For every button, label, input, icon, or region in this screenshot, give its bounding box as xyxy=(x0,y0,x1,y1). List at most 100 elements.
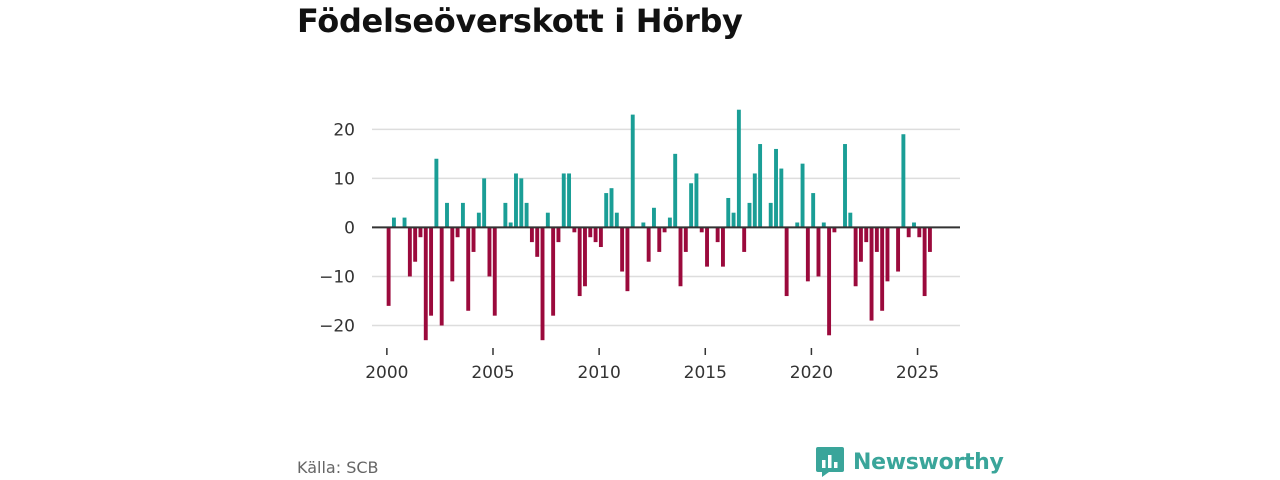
bar xyxy=(742,227,747,252)
bar xyxy=(896,227,901,272)
bar xyxy=(503,202,508,228)
bar xyxy=(535,227,540,257)
bar xyxy=(816,227,821,277)
bar xyxy=(715,227,720,243)
bar xyxy=(853,227,858,287)
bar xyxy=(445,202,449,228)
bar xyxy=(455,227,460,238)
bar xyxy=(577,227,582,297)
bar xyxy=(604,193,609,228)
y-tick-label: 10 xyxy=(333,169,355,189)
bar xyxy=(460,202,465,228)
bar xyxy=(386,227,391,306)
bar xyxy=(466,227,471,311)
brand-logo[interactable]: Newsworthy xyxy=(815,446,1004,478)
bar xyxy=(667,217,672,228)
bar xyxy=(673,153,678,228)
brand-name: Newsworthy xyxy=(853,449,1004,475)
bar xyxy=(614,212,619,228)
bar xyxy=(683,227,688,252)
bar xyxy=(620,227,625,272)
y-tick-label: 0 xyxy=(344,218,355,238)
bar xyxy=(529,227,534,243)
bar xyxy=(821,222,826,228)
x-tick-label: 2015 xyxy=(684,363,727,383)
bar xyxy=(609,188,614,228)
x-tick-label: 2010 xyxy=(578,363,621,383)
bar xyxy=(482,178,487,228)
bar xyxy=(588,227,593,238)
bar xyxy=(583,227,587,287)
bar xyxy=(402,217,407,228)
y-tick-label: −20 xyxy=(319,316,355,336)
bar xyxy=(439,227,444,326)
bar xyxy=(630,114,635,228)
bar xyxy=(678,227,683,287)
x-tick-label: 2025 xyxy=(896,363,939,383)
bar xyxy=(885,227,890,282)
bar xyxy=(858,227,863,262)
bar xyxy=(625,227,630,292)
bar xyxy=(593,227,598,243)
bar xyxy=(540,227,545,341)
bar xyxy=(561,173,566,228)
x-axis-ticks: 2000 2005 2010 2015 2020 2025 xyxy=(365,348,939,383)
bar xyxy=(662,227,667,233)
bar xyxy=(471,227,476,252)
bar xyxy=(429,227,434,316)
bar xyxy=(917,227,922,238)
bar xyxy=(906,227,911,238)
bar-series xyxy=(386,109,932,341)
bar xyxy=(721,227,725,267)
bar xyxy=(880,227,885,311)
bar xyxy=(811,193,816,228)
bar xyxy=(652,207,656,228)
bar xyxy=(508,222,513,228)
bar xyxy=(657,227,662,252)
y-axis-ticks: −20 −10 0 10 20 xyxy=(319,120,355,336)
bar xyxy=(391,217,396,228)
bar-chart-speech-bubble-icon xyxy=(816,447,844,477)
bar xyxy=(705,227,709,267)
bar xyxy=(694,173,699,228)
x-tick-label: 2000 xyxy=(365,363,408,383)
y-tick-label: −10 xyxy=(319,267,355,287)
bar xyxy=(784,227,789,297)
bar xyxy=(450,227,455,282)
bar xyxy=(699,227,704,233)
source-note: Källa: SCB xyxy=(297,458,379,477)
bar xyxy=(487,227,492,277)
bar xyxy=(901,134,906,228)
bar xyxy=(519,178,524,228)
bar xyxy=(779,168,784,228)
y-tick-label: 20 xyxy=(333,120,355,140)
bar xyxy=(476,212,481,228)
chart-title: Födelseöverskott i Hörby xyxy=(297,2,743,40)
bar xyxy=(805,227,810,282)
bar xyxy=(514,173,518,228)
bar xyxy=(774,148,778,228)
bar xyxy=(646,227,651,262)
bar xyxy=(832,227,837,233)
bar xyxy=(864,227,869,243)
bar xyxy=(927,227,932,252)
bar xyxy=(848,212,853,228)
bar xyxy=(407,227,412,277)
bar xyxy=(413,227,418,262)
bar xyxy=(726,197,731,228)
bar xyxy=(572,227,577,233)
bar xyxy=(736,109,741,228)
bar xyxy=(418,227,423,238)
bar xyxy=(545,212,550,228)
bar xyxy=(551,227,556,316)
bar xyxy=(874,227,879,252)
bar xyxy=(641,222,646,228)
bar xyxy=(827,227,832,336)
bar xyxy=(598,227,603,248)
bar xyxy=(434,158,439,228)
bar xyxy=(795,222,800,228)
bar xyxy=(752,173,757,228)
bar xyxy=(524,202,529,228)
x-tick-label: 2020 xyxy=(790,363,833,383)
